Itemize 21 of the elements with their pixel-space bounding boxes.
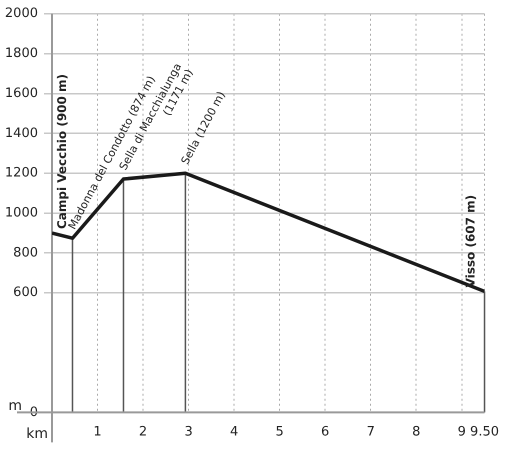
x-tick-label: 4 [230, 424, 238, 440]
x-axis-title: km [26, 426, 48, 442]
annotation: Campi Vecchio (900 m) [55, 74, 69, 230]
y-tick-label: 1600 [4, 86, 38, 101]
y-tick-label: 600 [13, 285, 38, 300]
y-tick-label: 2000 [4, 6, 38, 22]
y-axis-title: m [8, 398, 22, 414]
y-tick-label: 800 [13, 245, 38, 260]
y-tick-label: 1400 [4, 126, 38, 141]
x-tick-label: 6 [321, 424, 330, 440]
x-tick-label: 1 [93, 424, 102, 440]
y-tick-label: 1800 [4, 46, 38, 62]
x-tick-label: 9 [458, 424, 466, 440]
x-tick-label: 7 [366, 424, 375, 440]
x-tick-label: 2 [138, 424, 148, 440]
x-tick-label: 9.50 [470, 424, 500, 440]
x-tick-label: 3 [184, 424, 193, 440]
y-tick-label: 1200 [4, 166, 38, 181]
x-tick-label: 5 [276, 424, 284, 440]
x-tick-label: 8 [412, 424, 420, 440]
y-tick-label: 1000 [4, 205, 38, 220]
